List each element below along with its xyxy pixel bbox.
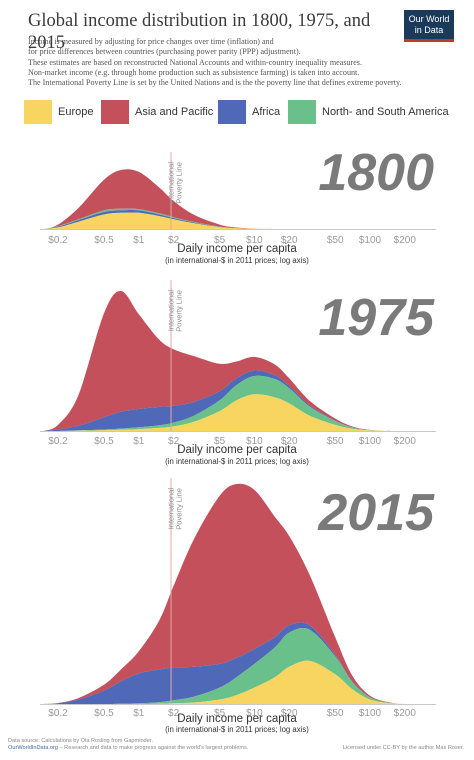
footer-source: Data source: Calculations by Ola Rosling… — [8, 738, 248, 752]
area-north-and-south-america — [43, 375, 391, 432]
legend-swatch — [288, 100, 316, 124]
x-tick-label: $0.5 — [94, 436, 114, 447]
chart-panel-2015: InternationalPoverty Line 2015 $0.2 $0.5 $1 $… — [40, 478, 436, 734]
x-axis-label: Daily income per capita — [177, 444, 297, 456]
x-tick-label: $1 — [133, 708, 145, 719]
x-tick-label: $1 — [133, 436, 145, 447]
footer-source-text: Data source: Calculations by Ola Rosling… — [8, 738, 153, 744]
x-tick-label: $10 — [246, 708, 263, 719]
area-north-and-south-america — [43, 628, 405, 704]
subtitle-line: Income is measured by adjusting for pric… — [28, 37, 274, 46]
poverty-line-label: InternationalPoverty Line — [167, 488, 184, 530]
area-europe — [43, 394, 391, 432]
legend-label: Europe — [58, 106, 94, 118]
x-tick-label: $200 — [394, 436, 417, 447]
year-label: 2015 — [317, 484, 435, 542]
x-tick-label: $200 — [394, 235, 417, 246]
subtitle-line: The International Poverty Line is set by… — [28, 78, 402, 88]
area-asia-and-pacific — [43, 483, 405, 704]
legend-item-americas: North- and South America — [288, 100, 449, 124]
poverty-line-label: InternationalPoverty Line — [167, 162, 184, 204]
legend-item-europe: Europe — [24, 100, 93, 124]
x-tick-label: $20 — [281, 235, 298, 246]
footer-license: Licensed under CC-BY by the author Max R… — [342, 745, 464, 751]
x-tick-label: $100 — [359, 708, 382, 719]
poverty-line-label: InternationalPoverty Line — [167, 290, 184, 332]
x-tick-label: $2 — [168, 235, 180, 246]
area-asia-and-pacific — [43, 290, 391, 431]
x-tick-label: $10 — [246, 235, 263, 246]
x-tick-label: $0.2 — [48, 708, 68, 719]
owid-logo[interactable]: Our World in Data — [404, 10, 454, 42]
x-tick-label: $5 — [214, 235, 226, 246]
page-title: Global income distribution in 1800, 1975… — [28, 11, 371, 53]
x-tick-label: $1 — [133, 235, 145, 246]
area-europe — [43, 660, 405, 704]
subtitle-line: These estimates are based on reconstruct… — [28, 57, 362, 67]
legend-swatch — [101, 100, 129, 124]
chart-panel-1975: InternationalPoverty Line 1975 $0.2 $0.5 $1 $… — [40, 280, 436, 466]
legend-label: Africa — [252, 106, 281, 118]
legend-label: North- and South America — [322, 106, 449, 118]
x-axis-sublabel: (in international-$ in 2011 prices; log … — [165, 725, 309, 734]
x-tick-label: $0.5 — [94, 235, 114, 246]
x-tick-label: $2 — [168, 708, 180, 719]
x-tick-label: $10 — [246, 436, 263, 447]
logo-line-2: in Data — [414, 25, 444, 35]
area-africa — [43, 370, 391, 432]
x-tick-label: $20 — [281, 436, 298, 447]
x-axis-label: Daily income per capita — [177, 243, 297, 255]
x-tick-label: $50 — [327, 235, 344, 246]
year-label: 1975 — [318, 289, 435, 347]
x-tick-label: $5 — [214, 436, 226, 447]
legend-swatch — [24, 100, 52, 124]
area-africa — [43, 210, 310, 230]
legend-swatch — [218, 100, 246, 124]
x-tick-label: $5 — [214, 708, 226, 719]
x-tick-label: $20 — [281, 708, 298, 719]
x-tick-label: $2 — [168, 436, 180, 447]
x-tick-label: $50 — [327, 708, 344, 719]
x-tick-label: $0.5 — [94, 708, 114, 719]
x-tick-label: $100 — [359, 436, 382, 447]
logo-line-1: Our World — [408, 14, 450, 24]
area-asia-and-pacific — [43, 169, 310, 230]
legend-item-africa: Africa — [218, 100, 280, 124]
x-axis-sublabel: (in international-$ in 2011 prices; log … — [165, 256, 309, 265]
subtitle: Income is measured by adjusting for pric… — [28, 37, 458, 88]
x-axis-label: Daily income per capita — [177, 713, 297, 725]
footer-site-link[interactable]: OurWorldInData.org — [8, 745, 58, 751]
area-europe — [43, 212, 310, 230]
x-tick-label: $0.2 — [48, 235, 68, 246]
x-tick-label: $200 — [394, 708, 417, 719]
area-africa — [43, 622, 405, 704]
x-tick-label: $100 — [359, 235, 382, 246]
x-axis-sublabel: (in international-$ in 2011 prices; log … — [165, 457, 309, 466]
subtitle-line: for price differences between countries … — [28, 47, 301, 57]
subtitle-line: Non-market income (e.g. through home pro… — [28, 67, 360, 77]
legend-item-asia-pacific: Asia and Pacific — [101, 100, 213, 124]
year-label: 1800 — [318, 144, 434, 202]
legend: Europe Asia and Pacific Africa North- an… — [0, 100, 474, 124]
x-tick-label: $0.2 — [48, 436, 68, 447]
footer-site-desc: – Research and data to make progress aga… — [57, 745, 249, 751]
x-tick-label: $50 — [327, 436, 344, 447]
legend-label: Asia and Pacific — [135, 106, 214, 118]
chart-panel-1800: InternationalPoverty Line 1800 $0.2 $0.5 $1 $… — [40, 144, 436, 265]
